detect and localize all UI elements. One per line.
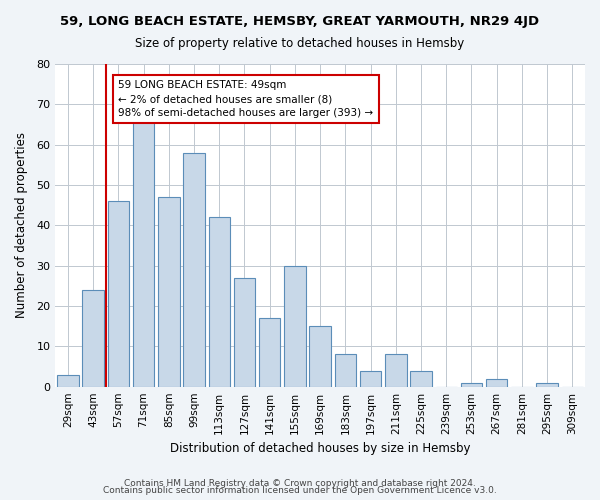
Bar	[107, 201, 129, 386]
Bar	[57, 374, 79, 386]
Bar	[360, 370, 382, 386]
Text: Contains public sector information licensed under the Open Government Licence v3: Contains public sector information licen…	[103, 486, 497, 495]
Bar	[259, 318, 280, 386]
Text: 59, LONG BEACH ESTATE, HEMSBY, GREAT YARMOUTH, NR29 4JD: 59, LONG BEACH ESTATE, HEMSBY, GREAT YAR…	[61, 15, 539, 28]
Bar	[209, 218, 230, 386]
Bar	[486, 378, 508, 386]
Bar	[234, 278, 255, 386]
Bar	[284, 266, 305, 386]
Bar	[184, 152, 205, 386]
Bar	[410, 370, 432, 386]
Text: Size of property relative to detached houses in Hemsby: Size of property relative to detached ho…	[136, 38, 464, 51]
X-axis label: Distribution of detached houses by size in Hemsby: Distribution of detached houses by size …	[170, 442, 470, 455]
Bar	[335, 354, 356, 386]
Bar	[536, 382, 558, 386]
Text: Contains HM Land Registry data © Crown copyright and database right 2024.: Contains HM Land Registry data © Crown c…	[124, 478, 476, 488]
Bar	[385, 354, 407, 386]
Text: 59 LONG BEACH ESTATE: 49sqm
← 2% of detached houses are smaller (8)
98% of semi-: 59 LONG BEACH ESTATE: 49sqm ← 2% of deta…	[118, 80, 374, 118]
Bar	[310, 326, 331, 386]
Bar	[133, 116, 154, 386]
Bar	[82, 290, 104, 386]
Bar	[461, 382, 482, 386]
Bar	[158, 197, 179, 386]
Y-axis label: Number of detached properties: Number of detached properties	[15, 132, 28, 318]
